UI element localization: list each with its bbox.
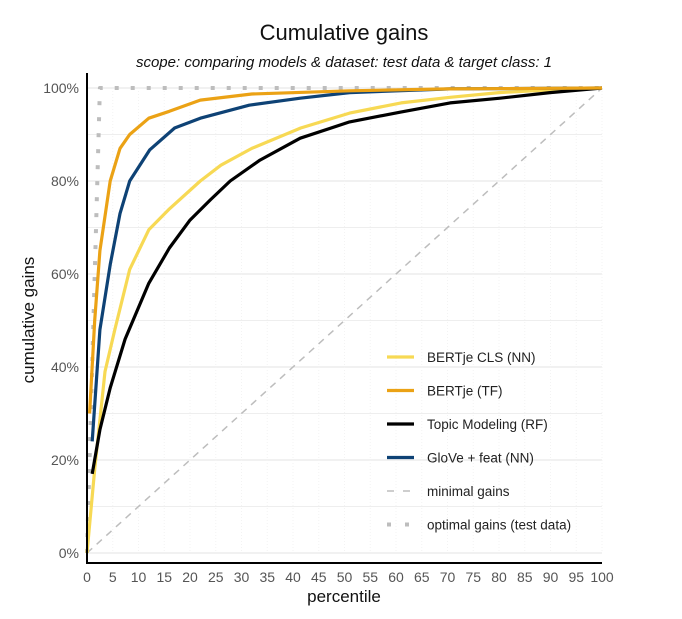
legend-label: minimal gains <box>427 484 510 499</box>
legend-label: Topic Modeling (RF) <box>427 417 548 432</box>
legend-item: GloVe + feat (NN) <box>387 451 534 466</box>
chart-subtitle: scope: comparing models & dataset: test … <box>136 54 552 71</box>
x-tick-label: 15 <box>156 569 172 585</box>
legend-label: BERTje (TF) <box>427 384 503 399</box>
legend-item: BERTje (TF) <box>387 384 503 399</box>
legend-item: BERTje CLS (NN) <box>387 350 536 365</box>
series-line-minimal-gains <box>86 87 603 554</box>
x-tick-label: 40 <box>285 569 301 585</box>
x-tick-label: 25 <box>208 569 224 585</box>
series-line-bertje-tf <box>88 86 603 414</box>
legend-item: optimal gains (test data) <box>387 518 571 533</box>
x-tick-label: 80 <box>491 569 507 585</box>
x-tick-label: 100 <box>590 569 614 585</box>
y-tick-label: 20% <box>51 452 79 468</box>
x-tick-label: 20 <box>182 569 198 585</box>
legend-label: optimal gains (test data) <box>427 518 571 533</box>
y-tick-label: 0% <box>59 545 79 561</box>
x-tick-label: 90 <box>543 569 559 585</box>
x-tick-label: 55 <box>362 569 378 585</box>
y-tick-label: 60% <box>51 266 79 282</box>
x-tick-label: 50 <box>337 569 353 585</box>
x-axis-label: percentile <box>307 587 381 606</box>
legend-item: Topic Modeling (RF) <box>387 417 548 432</box>
legend-label: BERTje CLS (NN) <box>427 350 536 365</box>
x-tick-label: 65 <box>414 569 430 585</box>
legend: BERTje CLS (NN) BERTje (TF) Topic Modeling… <box>387 350 571 533</box>
y-tick-label: 100% <box>43 80 79 96</box>
x-tick-label: 10 <box>131 569 147 585</box>
legend-label: GloVe + feat (NN) <box>427 451 534 466</box>
series-line-optimal-gains-test-data <box>85 86 602 554</box>
series-line-bertje-cls-nn <box>85 86 603 554</box>
x-tick-label: 85 <box>517 569 533 585</box>
chart-title: Cumulative gains <box>260 20 429 45</box>
x-tick-label: 75 <box>465 569 481 585</box>
x-tick-label: 35 <box>259 569 275 585</box>
legend-item: minimal gains <box>387 484 510 499</box>
x-tick-label: 45 <box>311 569 327 585</box>
series-layer <box>85 86 603 554</box>
series-line-topic-modeling-rf <box>90 86 603 475</box>
x-tick-label: 5 <box>109 569 117 585</box>
x-tick-label: 0 <box>83 569 91 585</box>
axes: 0 5 10 15 20 25 30 35 40 45 50 55 60 65 70 75 80 85 90 95 10… <box>43 73 614 585</box>
y-axis-label: cumulative gains <box>19 257 38 384</box>
x-tick-label: 30 <box>234 569 250 585</box>
x-tick-label: 60 <box>388 569 404 585</box>
series-line-glove-feat-nn <box>90 86 603 442</box>
x-tick-label: 70 <box>440 569 456 585</box>
y-tick-label: 80% <box>51 173 79 189</box>
x-tick-label: 95 <box>568 569 584 585</box>
y-tick-label: 40% <box>51 359 79 375</box>
